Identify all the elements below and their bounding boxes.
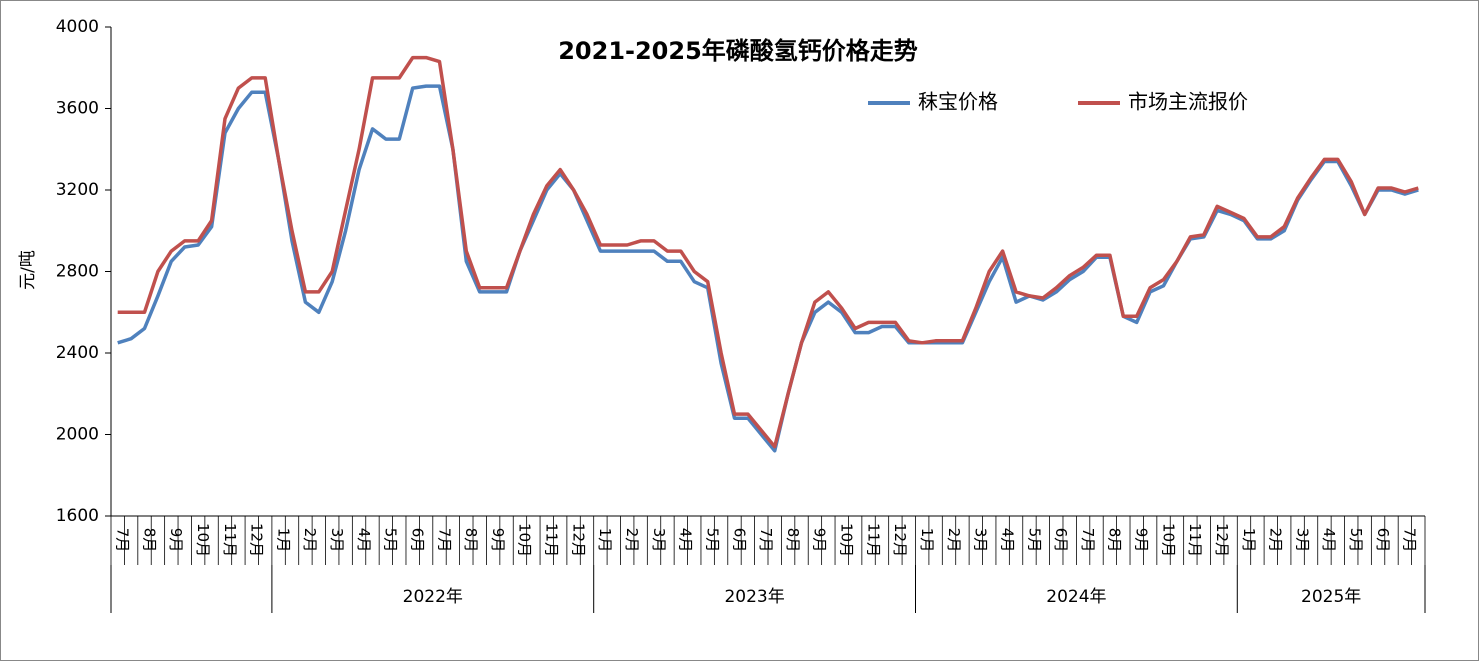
x-tick-label: 7月: [1079, 528, 1097, 553]
x-tick-label: 7月: [114, 528, 132, 553]
x-tick-label: 2月: [301, 528, 319, 553]
x-tick-label: 9月: [1133, 528, 1151, 553]
x-tick-label: 8月: [1106, 528, 1124, 553]
series-line: [117, 84, 1419, 453]
x-tick-label: 10月: [194, 523, 212, 557]
x-tick-label: 4月: [677, 528, 695, 553]
x-tick-label: 6月: [1374, 528, 1392, 553]
legend-label: 秣宝价格: [918, 90, 998, 114]
x-tick-label: 8月: [462, 528, 480, 553]
x-tick-label: 5月: [382, 528, 400, 553]
x-tick-label: 7月: [757, 528, 775, 553]
x-tick-label: 8月: [140, 528, 158, 553]
x-tick-label: 4月: [355, 528, 373, 553]
x-tick-label: 2月: [623, 528, 641, 553]
x-tick-label: 8月: [784, 528, 802, 553]
x-tick-label: 10月: [1159, 523, 1177, 557]
x-tick-label: 9月: [489, 528, 507, 553]
x-tick-label: 6月: [730, 528, 748, 553]
x-tick-label: 6月: [1052, 528, 1070, 553]
y-tick-label: 2800: [56, 262, 99, 282]
x-tick-label: 11月: [1186, 523, 1204, 557]
x-tick-label: 10月: [516, 523, 534, 557]
year-label: 2022年: [403, 587, 463, 607]
x-tick-label: 1月: [274, 528, 292, 553]
x-tick-label: 1月: [918, 528, 936, 553]
year-label: 2025年: [1301, 587, 1361, 607]
x-tick-label: 3月: [1293, 528, 1311, 553]
x-tick-label: 2月: [1267, 528, 1285, 553]
x-tick-label: 9月: [811, 528, 829, 553]
x-tick-label: 3月: [328, 528, 346, 553]
legend-label: 市场主流报价: [1128, 90, 1248, 114]
x-tick-label: 7月: [1401, 528, 1419, 553]
y-tick-label: 1600: [56, 506, 99, 526]
x-tick-label: 7月: [435, 528, 453, 553]
y-tick-label: 3600: [56, 99, 99, 119]
x-tick-label: 9月: [167, 528, 185, 553]
x-tick-label: 3月: [650, 528, 668, 553]
x-tick-label: 4月: [1320, 528, 1338, 553]
x-tick-label: 12月: [1213, 523, 1231, 557]
y-tick-label: 3200: [56, 180, 99, 200]
x-tick-label: 12月: [569, 523, 587, 557]
x-tick-label: 1月: [596, 528, 614, 553]
x-tick-label: 12月: [891, 523, 909, 557]
y-tick-label: 2400: [56, 343, 99, 363]
y-axis-label: 元/吨: [18, 250, 38, 290]
x-tick-label: 11月: [221, 523, 239, 557]
x-tick-label: 1月: [1240, 528, 1258, 553]
x-tick-label: 10月: [838, 523, 856, 557]
x-tick-label: 5月: [1025, 528, 1043, 553]
series-line: [117, 55, 1419, 449]
year-label: 2024年: [1046, 587, 1106, 607]
y-tick-label: 2000: [56, 425, 99, 445]
y-tick-label: 4000: [56, 17, 99, 37]
x-tick-label: 11月: [864, 523, 882, 557]
x-tick-label: 6月: [408, 528, 426, 553]
x-tick-label: 5月: [703, 528, 721, 553]
chart-title: 2021-2025年磷酸氢钙价格走势: [558, 37, 918, 65]
year-label: 2023年: [724, 587, 784, 607]
x-tick-label: 2月: [945, 528, 963, 553]
x-tick-label: 5月: [1347, 528, 1365, 553]
x-tick-label: 3月: [972, 528, 990, 553]
x-tick-label: 11月: [543, 523, 561, 557]
x-tick-label: 4月: [998, 528, 1016, 553]
x-tick-label: 12月: [248, 523, 266, 557]
